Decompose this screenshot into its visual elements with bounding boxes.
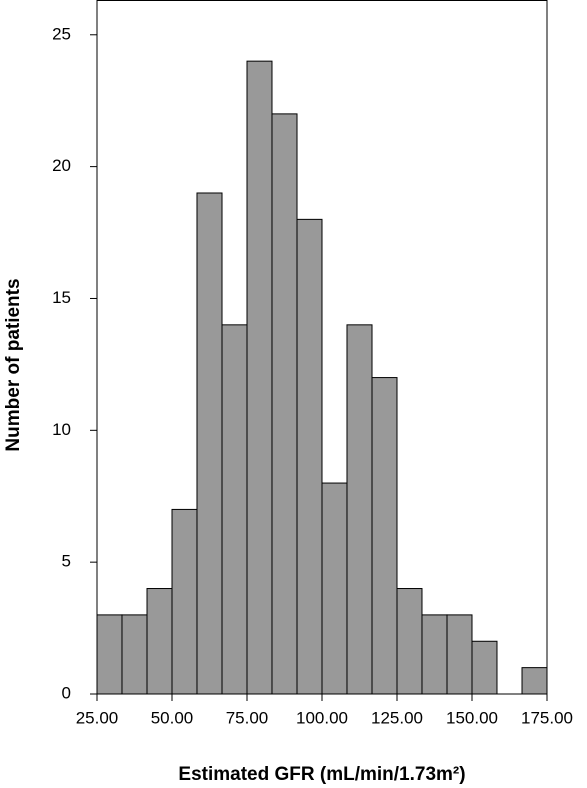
y-tick-label: 10 [52, 420, 71, 439]
y-tick-label: 25 [52, 24, 71, 43]
bar [221, 324, 248, 695]
bar [521, 667, 548, 695]
bar [421, 614, 448, 695]
y-axis-title: Number of patients [3, 278, 24, 451]
x-tick-label: 25.00 [76, 708, 119, 727]
x-tick-label: 175.00 [521, 708, 573, 727]
bar [96, 614, 123, 695]
x-tick-label: 75.00 [226, 708, 269, 727]
x-tick-label: 100.00 [296, 708, 348, 727]
bar [446, 614, 473, 695]
x-tick-label: 50.00 [151, 708, 194, 727]
bar [296, 218, 323, 695]
bar [471, 640, 498, 695]
bar [396, 588, 423, 695]
bar [346, 324, 373, 695]
y-tick-label: 5 [62, 552, 71, 571]
bar [196, 192, 223, 695]
bar [171, 508, 198, 695]
bar [321, 482, 348, 695]
bar [146, 588, 173, 695]
y-tick-label: 15 [52, 288, 71, 307]
x-axis-title: Estimated GFR (mL/min/1.73m²) [178, 764, 465, 785]
x-tick-label: 150.00 [446, 708, 498, 727]
y-tick-label: 0 [62, 683, 71, 702]
bar [371, 377, 398, 695]
bar [121, 614, 148, 695]
x-tick-label: 125.00 [371, 708, 423, 727]
y-tick-label: 20 [52, 156, 71, 175]
bar [246, 60, 273, 695]
bar [271, 113, 298, 695]
